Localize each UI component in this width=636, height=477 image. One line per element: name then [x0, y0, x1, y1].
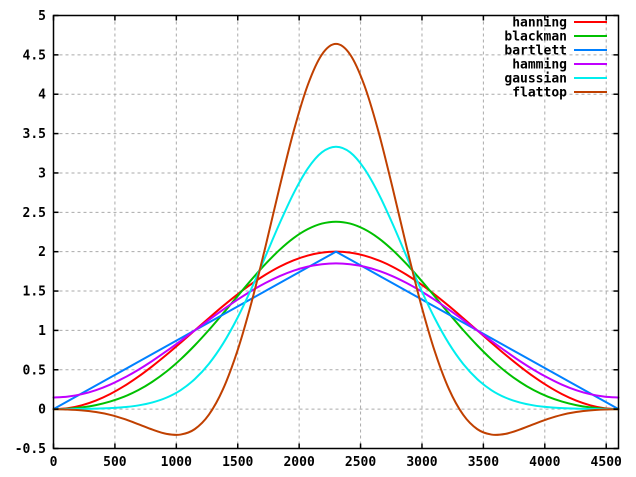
plot-border — [52, 14, 620, 450]
legend-label: gaussian — [504, 72, 567, 87]
legend-item-bartlett: bartlett — [504, 44, 607, 59]
y-tick-label: -0.5 — [15, 442, 46, 457]
x-tick-label: 1500 — [222, 455, 253, 470]
y-tick-label: 5 — [38, 9, 46, 24]
tick-labels: 0 500 1000 1500 2000 2500 3000 3500 4000 4500 -0.5… — [15, 9, 622, 470]
series-hamming — [52, 262, 620, 399]
legend: hanningblackmanbartletthamminggaussianfl… — [504, 16, 607, 101]
y-tick-label: 3 — [38, 166, 46, 181]
tick-marks — [52, 14, 619, 450]
y-tick-label: 2.5 — [23, 206, 46, 221]
legend-label: blackman — [504, 30, 567, 45]
legend-label: hamming — [512, 58, 567, 73]
y-tick-label: 4.5 — [23, 48, 46, 63]
series-group — [52, 42, 620, 436]
x-tick-label: 3500 — [468, 455, 499, 470]
x-tick-label: 1000 — [161, 455, 192, 470]
x-tick-label: 2500 — [345, 455, 376, 470]
y-tick-label: 0 — [38, 403, 46, 418]
legend-item-blackman: blackman — [504, 30, 607, 45]
series-gaussian — [52, 145, 620, 411]
y-tick-label: 2 — [38, 245, 46, 260]
y-tick-label: 1.5 — [23, 285, 46, 300]
y-tick-label: 4 — [38, 88, 46, 103]
y-tick-label: 0.5 — [23, 363, 46, 378]
legend-item-hamming: hamming — [512, 58, 607, 73]
x-tick-label: 3000 — [406, 455, 437, 470]
series-bartlett — [52, 250, 620, 411]
legend-label: flattop — [512, 86, 567, 101]
x-tick-label: 2000 — [283, 455, 314, 470]
x-tick-label: 500 — [103, 455, 127, 470]
legend-label: hanning — [512, 16, 567, 31]
y-tick-label: 3.5 — [23, 127, 46, 142]
legend-item-hanning: hanning — [512, 16, 607, 31]
legend-item-flattop: flattop — [512, 86, 607, 101]
x-tick-label: 4500 — [591, 455, 622, 470]
x-tick-label: 0 — [50, 455, 58, 470]
y-tick-label: 1 — [38, 324, 46, 339]
legend-label: bartlett — [504, 44, 567, 59]
x-tick-label: 4000 — [529, 455, 560, 470]
legend-item-gaussian: gaussian — [504, 72, 607, 87]
series-blackman — [52, 220, 620, 411]
series-flattop — [52, 42, 620, 436]
